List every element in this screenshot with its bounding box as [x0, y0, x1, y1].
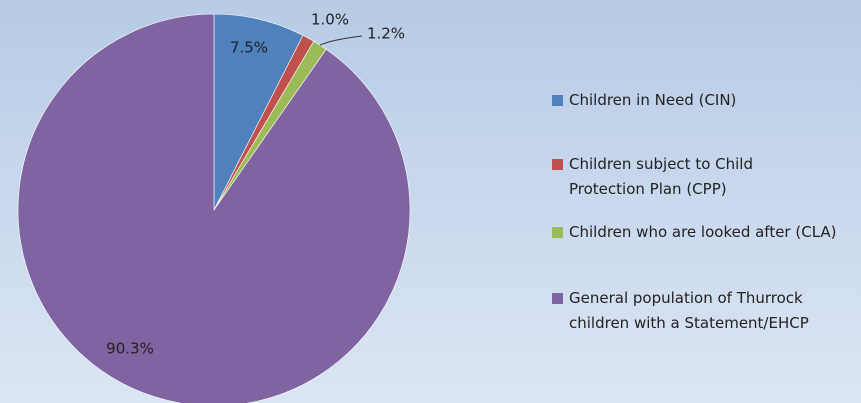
data-label: 1.0%: [311, 11, 349, 29]
legend-swatch: [552, 95, 563, 106]
legend-label: Children who are looked after (CLA): [569, 223, 837, 241]
pie-slice: [17, 13, 411, 403]
legend-swatch: [552, 293, 563, 304]
leader-line: [319, 35, 363, 46]
legend-item: General population of Thurrock children …: [552, 286, 852, 336]
data-label: 90.3%: [106, 340, 154, 358]
legend-item: Children subject to Child Protection Pla…: [552, 152, 852, 202]
legend-swatch: [552, 159, 563, 170]
legend-item: Children in Need (CIN): [552, 88, 852, 113]
legend-label: Children subject to Child Protection Pla…: [569, 155, 753, 198]
data-label: 1.2%: [367, 25, 405, 43]
legend-item: Children who are looked after (CLA): [552, 220, 852, 245]
legend-label: General population of Thurrock children …: [569, 289, 809, 332]
legend-label: Children in Need (CIN): [569, 91, 737, 109]
data-label: 7.5%: [230, 39, 268, 57]
legend-swatch: [552, 227, 563, 238]
